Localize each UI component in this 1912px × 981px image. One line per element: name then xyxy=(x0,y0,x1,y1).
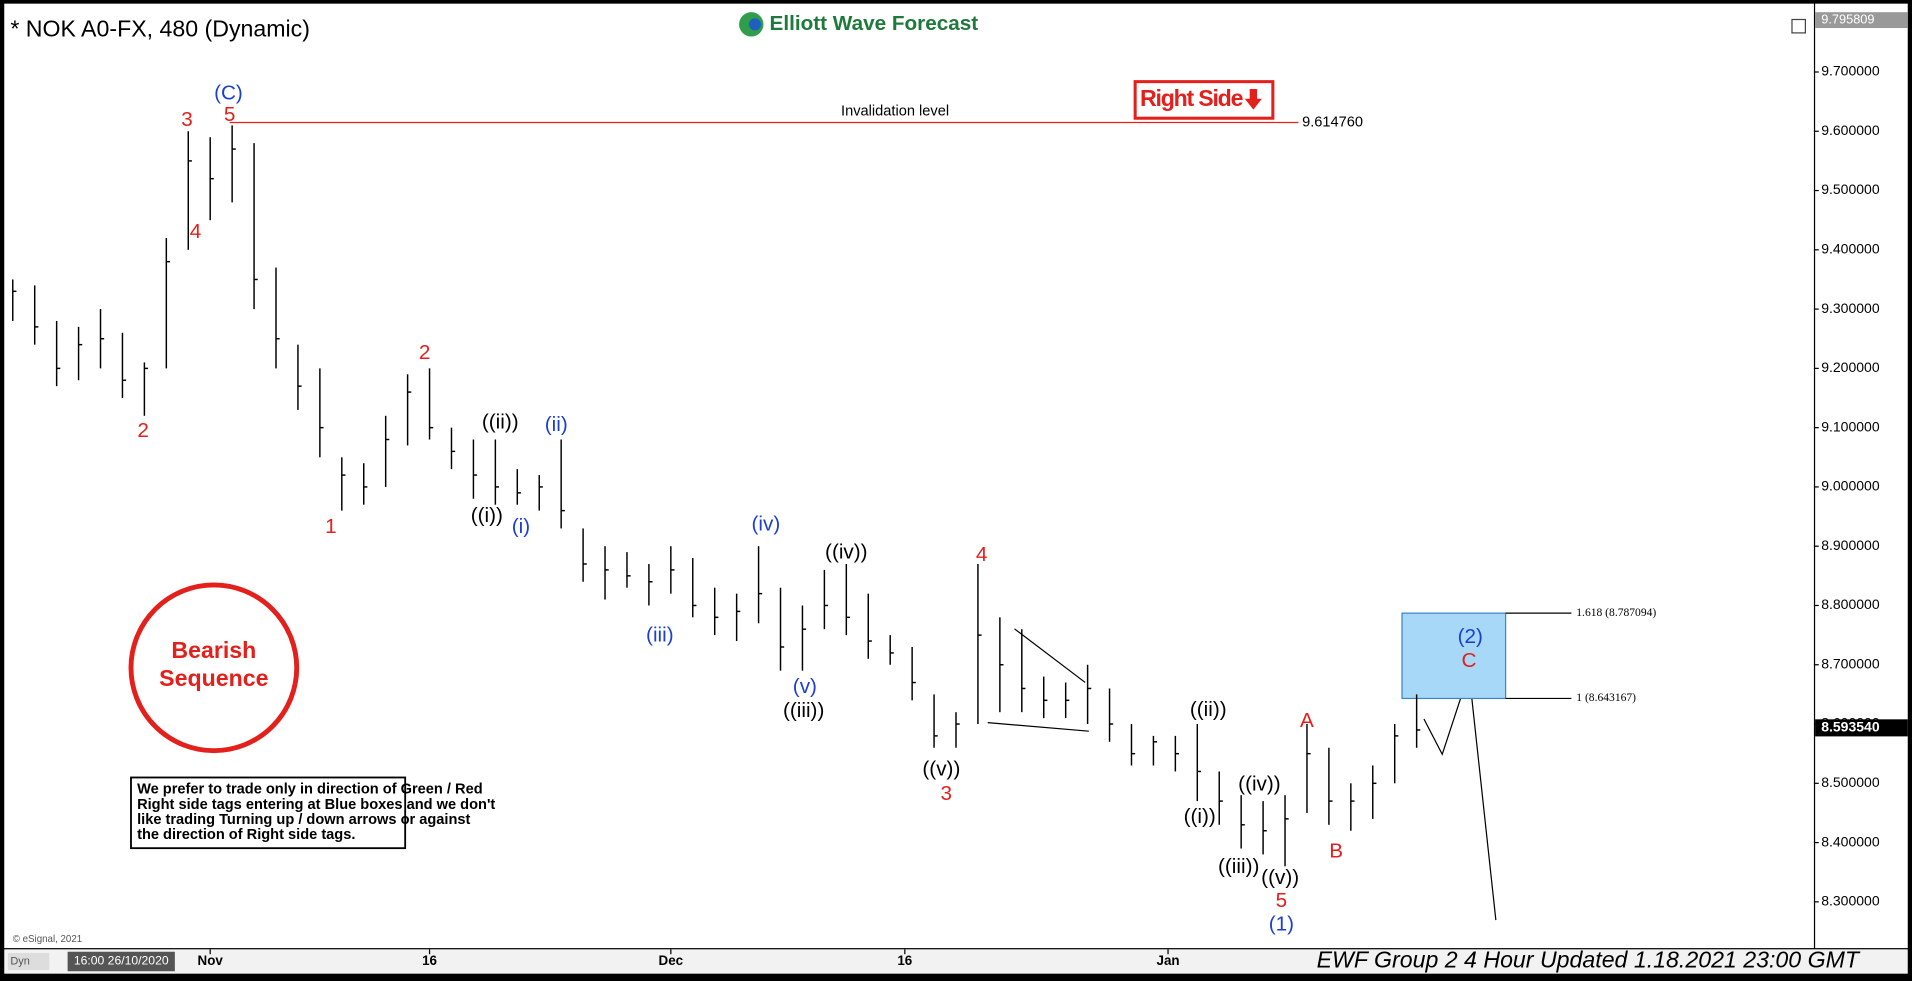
chart-title: * NOK A0-FX, 480 (Dynamic) xyxy=(10,16,310,42)
wave-label: (2) xyxy=(1458,625,1483,648)
wave-label: (ii) xyxy=(545,413,568,436)
bearish-text: Sequence xyxy=(159,665,268,691)
wave-label: 2 xyxy=(419,341,431,364)
y-tick-label: 8.700000 xyxy=(1821,655,1880,671)
y-tick-label: 9.500000 xyxy=(1821,181,1880,197)
wave-label: (1) xyxy=(1269,912,1294,935)
wave-label: (C) xyxy=(214,81,243,104)
fib-label: 1.618 (8.787094) xyxy=(1576,606,1656,619)
wave-label: ((iii)) xyxy=(783,699,824,722)
note-line: the direction of Right side tags. xyxy=(137,827,355,843)
note-line: Right side tags entering at Blue boxes a… xyxy=(137,797,495,813)
y-tick-label: 9.200000 xyxy=(1821,359,1880,375)
logo-icon-inner xyxy=(748,18,762,31)
triangle-line xyxy=(987,722,1089,732)
copyright: © eSignal, 2021 xyxy=(13,934,82,945)
top-price-box xyxy=(1815,12,1908,29)
invalidation-text: Invalidation level xyxy=(841,103,949,119)
wave-label: 3 xyxy=(181,108,193,131)
fib-box xyxy=(1401,612,1507,700)
mode-box xyxy=(7,952,50,971)
x-tick-label: Nov xyxy=(198,953,224,968)
down-arrow xyxy=(1244,88,1262,110)
wave-label: (iv) xyxy=(752,513,781,536)
y-tick-label: 9.400000 xyxy=(1821,241,1880,257)
y-tick-label: 9.100000 xyxy=(1821,418,1880,434)
y-tick-label: 9.300000 xyxy=(1821,300,1880,316)
footer: EWF Group 2 4 Hour Updated 1.18.2021 23:… xyxy=(1317,947,1861,973)
start-label-box xyxy=(67,951,175,972)
wave-label: ((v)) xyxy=(1261,866,1299,889)
invalidation-value: 9.614760 xyxy=(1302,114,1363,130)
note-line: like trading Turning up / down arrows or… xyxy=(137,812,470,828)
wave-label: ((i)) xyxy=(1184,805,1216,828)
triangle-line xyxy=(1014,628,1086,683)
fib-label: 1 (8.643167) xyxy=(1576,691,1636,704)
y-tick-label: 9.000000 xyxy=(1821,478,1880,494)
top-price-label: 9.795809 xyxy=(1821,11,1874,26)
wave-label: ((ii)) xyxy=(1190,698,1227,721)
wave-label: 5 xyxy=(224,103,236,126)
wave-label: ((iii)) xyxy=(1218,855,1259,878)
logo-text: Elliott Wave Forecast xyxy=(770,12,979,35)
note: We prefer to trade only in direction of … xyxy=(137,782,495,844)
wave-label: ((v)) xyxy=(922,758,960,781)
note-box xyxy=(130,776,407,850)
x-tick-label: 16 xyxy=(897,953,912,968)
wave-label: ((iv)) xyxy=(1238,772,1281,795)
wave-label: 4 xyxy=(190,220,202,243)
wave-label: (iii) xyxy=(646,624,674,647)
bearish-text: Bearish xyxy=(171,637,256,663)
current-price-label: 8.593540 xyxy=(1821,719,1880,735)
wave-label: (i) xyxy=(512,515,530,538)
right-side-tag: Right Side xyxy=(1140,85,1244,111)
projection-path xyxy=(1423,672,1497,921)
logo-box xyxy=(731,6,998,43)
bearish-circle xyxy=(128,582,300,754)
wave-label: (v) xyxy=(793,675,817,698)
wave-label: 2 xyxy=(137,419,149,442)
wave-label: ((ii)) xyxy=(482,410,519,433)
wave-label: C xyxy=(1462,649,1477,672)
y-tick-label: 8.900000 xyxy=(1821,537,1880,553)
wave-label: 3 xyxy=(940,782,952,805)
wave-label: ((iv)) xyxy=(825,541,868,564)
x-tick-label: Jan xyxy=(1157,953,1180,968)
x-tick-label: Dec xyxy=(659,953,684,968)
wave-label: ((i)) xyxy=(471,504,503,527)
start-label: 16:00 26/10/2020 xyxy=(74,954,169,968)
y-tick-label: 9.700000 xyxy=(1821,63,1880,79)
time-axis xyxy=(4,949,1908,974)
y-tick-label: 9.600000 xyxy=(1821,122,1880,138)
mode-label: Dyn xyxy=(10,955,29,967)
current-price-box xyxy=(1815,719,1908,737)
price-axis xyxy=(1815,3,1908,949)
wave-label: A xyxy=(1300,709,1314,732)
wave-label: 5 xyxy=(1276,889,1288,912)
y-tick-label: 8.400000 xyxy=(1821,833,1880,849)
x-tick-label: 16 xyxy=(422,953,437,968)
y-tick-label: 8.800000 xyxy=(1821,596,1880,612)
wave-label: B xyxy=(1329,839,1343,862)
y-tick-label: 8.500000 xyxy=(1821,774,1880,790)
note-line: We prefer to trade only in direction of … xyxy=(137,782,483,798)
y-tick-label: 8.300000 xyxy=(1821,893,1880,909)
window-icon xyxy=(1791,18,1806,34)
wave-label: 4 xyxy=(976,543,988,566)
wave-label: 1 xyxy=(325,515,337,538)
